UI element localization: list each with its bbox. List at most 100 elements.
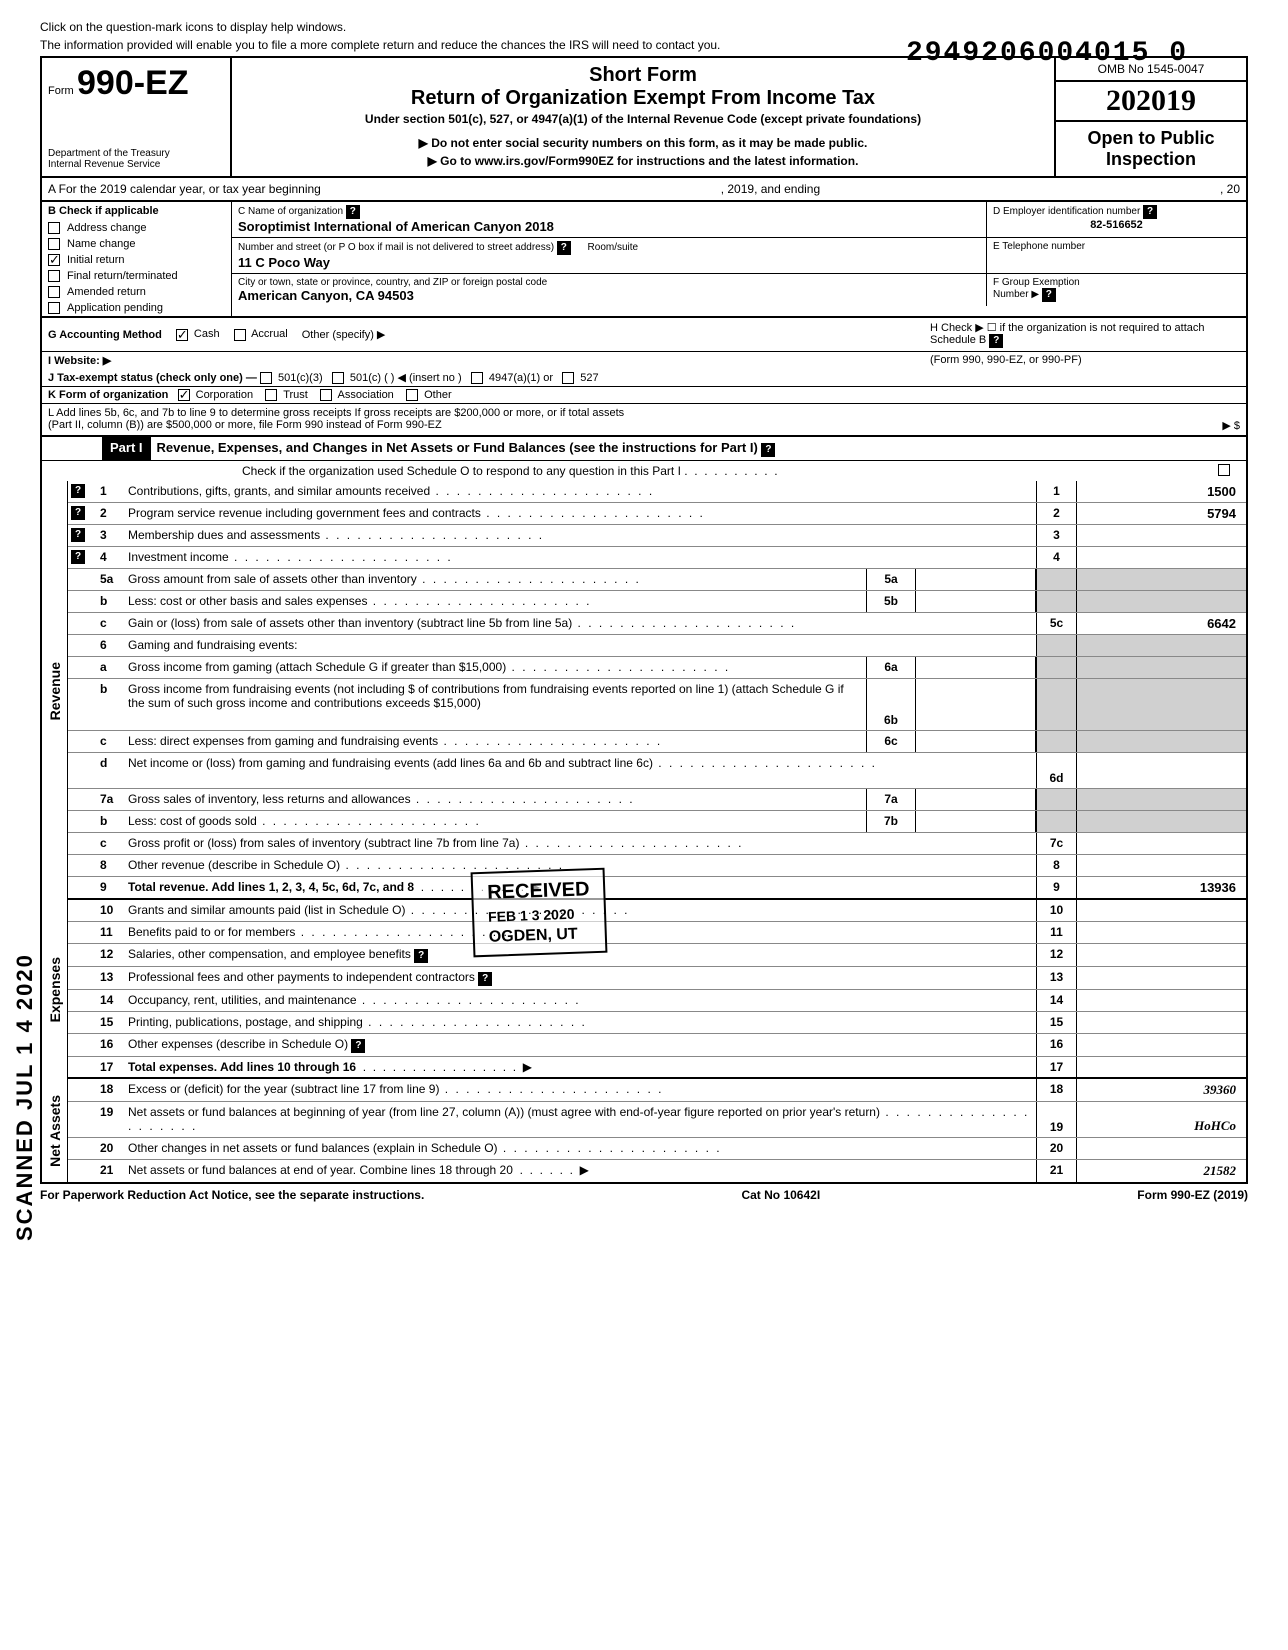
ln15-val (1076, 1012, 1246, 1033)
ln6-desc: Gaming and fundraising events: (124, 635, 1036, 656)
scanned-stamp: SCANNED JUL 1 4 2020 (12, 953, 38, 1241)
row-a-left: A For the 2019 calendar year, or tax yea… (48, 182, 321, 196)
f-label2: Number ▶ (993, 289, 1039, 300)
help-icon[interactable]: ? (1042, 288, 1056, 302)
ln6d-desc: Net income or (loss) from gaming and fun… (124, 753, 1036, 788)
line-i: I Website: ▶ (Form 990, 990-EZ, or 990-P… (40, 352, 1248, 369)
checkbox-other[interactable] (406, 389, 418, 401)
checkbox-527[interactable] (562, 372, 574, 384)
ln11-rnum: 11 (1036, 922, 1076, 943)
part-i-checkline: Check if the organization used Schedule … (40, 461, 1248, 481)
help-icon[interactable]: ? (71, 506, 85, 520)
checkbox-final-return[interactable] (48, 270, 60, 282)
help-icon[interactable]: ? (761, 443, 775, 457)
checkbox-initial-return[interactable] (48, 254, 60, 266)
ln19-rnum: 19 (1036, 1102, 1076, 1137)
checkbox-accrual[interactable] (234, 329, 246, 341)
help-icon[interactable]: ? (989, 334, 1003, 348)
opt-501c: 501(c) ( ) ◀ (insert no ) (350, 372, 462, 384)
checkbox-amended[interactable] (48, 286, 60, 298)
opt-other-org: Other (424, 389, 452, 401)
ln6-num: 6 (88, 635, 124, 656)
ln5b-num: b (88, 591, 124, 612)
checkbox-501c3[interactable] (260, 372, 272, 384)
g-label: G Accounting Method (48, 329, 162, 341)
help-icon[interactable]: ? (71, 528, 85, 542)
help-icon[interactable]: ? (414, 949, 428, 963)
header-grid: B Check if applicable Address change Nam… (40, 202, 1248, 318)
ln7c-val (1076, 833, 1246, 854)
ln21-val: 21582 (1076, 1160, 1246, 1182)
ln20-desc: Other changes in net assets or fund bala… (124, 1138, 1036, 1159)
ln12-desc: Salaries, other compensation, and employ… (124, 944, 1036, 966)
ln9-rnum: 9 (1036, 877, 1076, 898)
ln4-desc: Investment income (124, 547, 1036, 568)
title-main: Return of Organization Exempt From Incom… (242, 87, 1044, 110)
part-i-title: Revenue, Expenses, and Changes in Net As… (157, 440, 758, 455)
ln15-num: 15 (88, 1012, 124, 1033)
dept-line-2: Internal Revenue Service (48, 159, 224, 170)
ln9-val: 13936 (1076, 877, 1246, 898)
ln19-desc: Net assets or fund balances at beginning… (124, 1102, 1036, 1137)
ln16-rnum: 16 (1036, 1034, 1076, 1056)
opt-cash: Cash (194, 328, 220, 340)
checkbox-name-change[interactable] (48, 238, 60, 250)
checkbox-4947[interactable] (471, 372, 483, 384)
ln16-desc: Other expenses (describe in Schedule O) … (124, 1034, 1036, 1056)
ln10-desc: Grants and similar amounts paid (list in… (124, 900, 1036, 921)
footer-left: For Paperwork Reduction Act Notice, see … (40, 1188, 424, 1202)
help-icon[interactable]: ? (346, 205, 360, 219)
room-label: Room/suite (588, 242, 639, 253)
ln15-desc: Printing, publications, postage, and shi… (124, 1012, 1036, 1033)
help-icon[interactable]: ? (351, 1039, 365, 1053)
help-icon[interactable]: ? (71, 550, 85, 564)
ln7a-mid: 7a (866, 789, 916, 810)
tax-year-value: 2019 (1136, 84, 1196, 117)
checkbox-schedule-o[interactable] (1218, 464, 1230, 476)
help-icon[interactable]: ? (71, 484, 85, 498)
footer-right: Form 990-EZ (2019) (1137, 1188, 1248, 1202)
ln13-desc: Professional fees and other payments to … (124, 967, 1036, 989)
ln13-val (1076, 967, 1246, 989)
ln1-desc: Contributions, gifts, grants, and simila… (124, 481, 1036, 502)
checkbox-cash[interactable] (176, 329, 188, 341)
label-initial-return: Initial return (67, 254, 124, 266)
help-icon[interactable]: ? (478, 972, 492, 986)
ln21-desc: Net assets or fund balances at end of ye… (124, 1160, 1036, 1182)
ln7b-desc: Less: cost of goods sold (124, 811, 866, 832)
ln20-val (1076, 1138, 1246, 1159)
checkbox-pending[interactable] (48, 302, 60, 314)
ln13-num: 13 (88, 967, 124, 989)
ln17-desc: Total expenses. Add lines 10 through 16 … (124, 1057, 1036, 1077)
k-label: K Form of organization (48, 389, 168, 401)
ln8-num: 8 (88, 855, 124, 876)
ln6d-num: d (88, 753, 124, 788)
label-pending: Application pending (67, 302, 163, 314)
footer-mid: Cat No 10642I (741, 1188, 820, 1202)
revenue-side-label: Revenue (47, 662, 63, 720)
checkbox-corp[interactable] (178, 389, 190, 401)
label-final-return: Final return/terminated (67, 270, 178, 282)
ln7c-desc: Gross profit or (loss) from sales of inv… (124, 833, 1036, 854)
checkbox-address-change[interactable] (48, 222, 60, 234)
line-j: J Tax-exempt status (check only one) — 5… (40, 369, 1248, 387)
checkbox-trust[interactable] (265, 389, 277, 401)
ln7a-num: 7a (88, 789, 124, 810)
checkbox-assoc[interactable] (320, 389, 332, 401)
addr-label: Number and street (or P O box if mail is… (238, 242, 554, 253)
ln6d-rnum: 6d (1036, 753, 1076, 788)
help-icon[interactable]: ? (557, 241, 571, 255)
ln1-num: 1 (88, 481, 124, 502)
help-icon[interactable]: ? (1143, 205, 1157, 219)
ln18-desc: Excess or (deficit) for the year (subtra… (124, 1079, 1036, 1101)
ln14-val (1076, 990, 1246, 1011)
ln2-rnum: 2 (1036, 503, 1076, 524)
ln7a-desc: Gross sales of inventory, less returns a… (124, 789, 866, 810)
ln14-rnum: 14 (1036, 990, 1076, 1011)
line-l: L Add lines 5b, 6c, and 7b to line 9 to … (40, 404, 1248, 437)
ln8-rnum: 8 (1036, 855, 1076, 876)
checkbox-501c[interactable] (332, 372, 344, 384)
label-amended: Amended return (67, 286, 146, 298)
ln6a-mid: 6a (866, 657, 916, 678)
ln10-num: 10 (88, 900, 124, 921)
